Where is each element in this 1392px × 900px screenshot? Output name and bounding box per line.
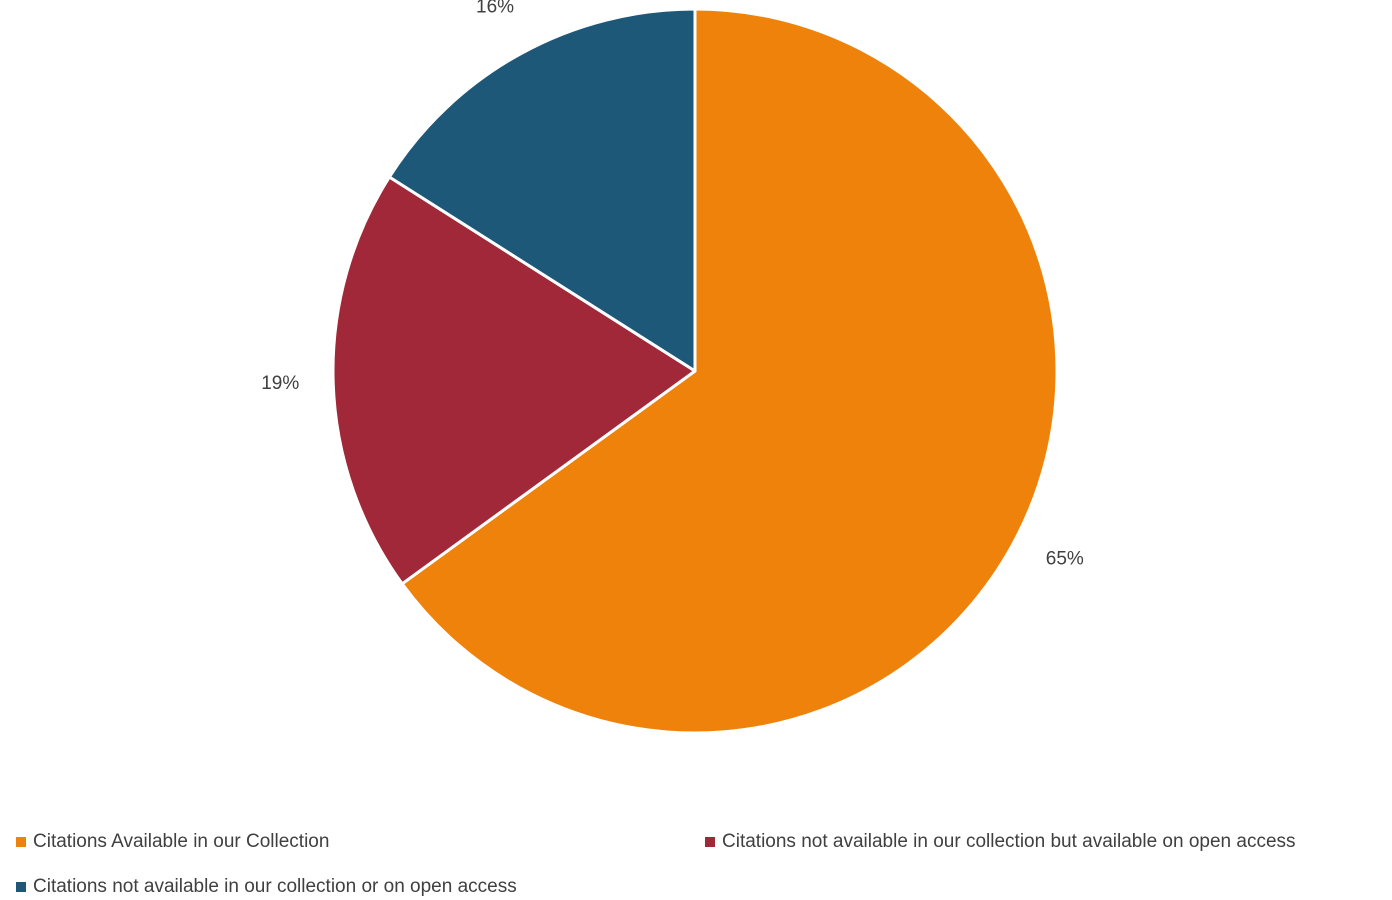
pie-slices — [331, 7, 1059, 735]
pie-data-label: 65% — [1046, 548, 1084, 569]
pie-data-label: 16% — [476, 0, 514, 17]
pie-slice-open-access — [331, 175, 697, 586]
pie-data-labels: 65% 19% 16% — [261, 0, 1084, 569]
pie-data-label: 19% — [261, 373, 299, 394]
pie-slice-not-available — [387, 7, 697, 373]
pie-slice-available-in-collection — [400, 7, 1059, 735]
